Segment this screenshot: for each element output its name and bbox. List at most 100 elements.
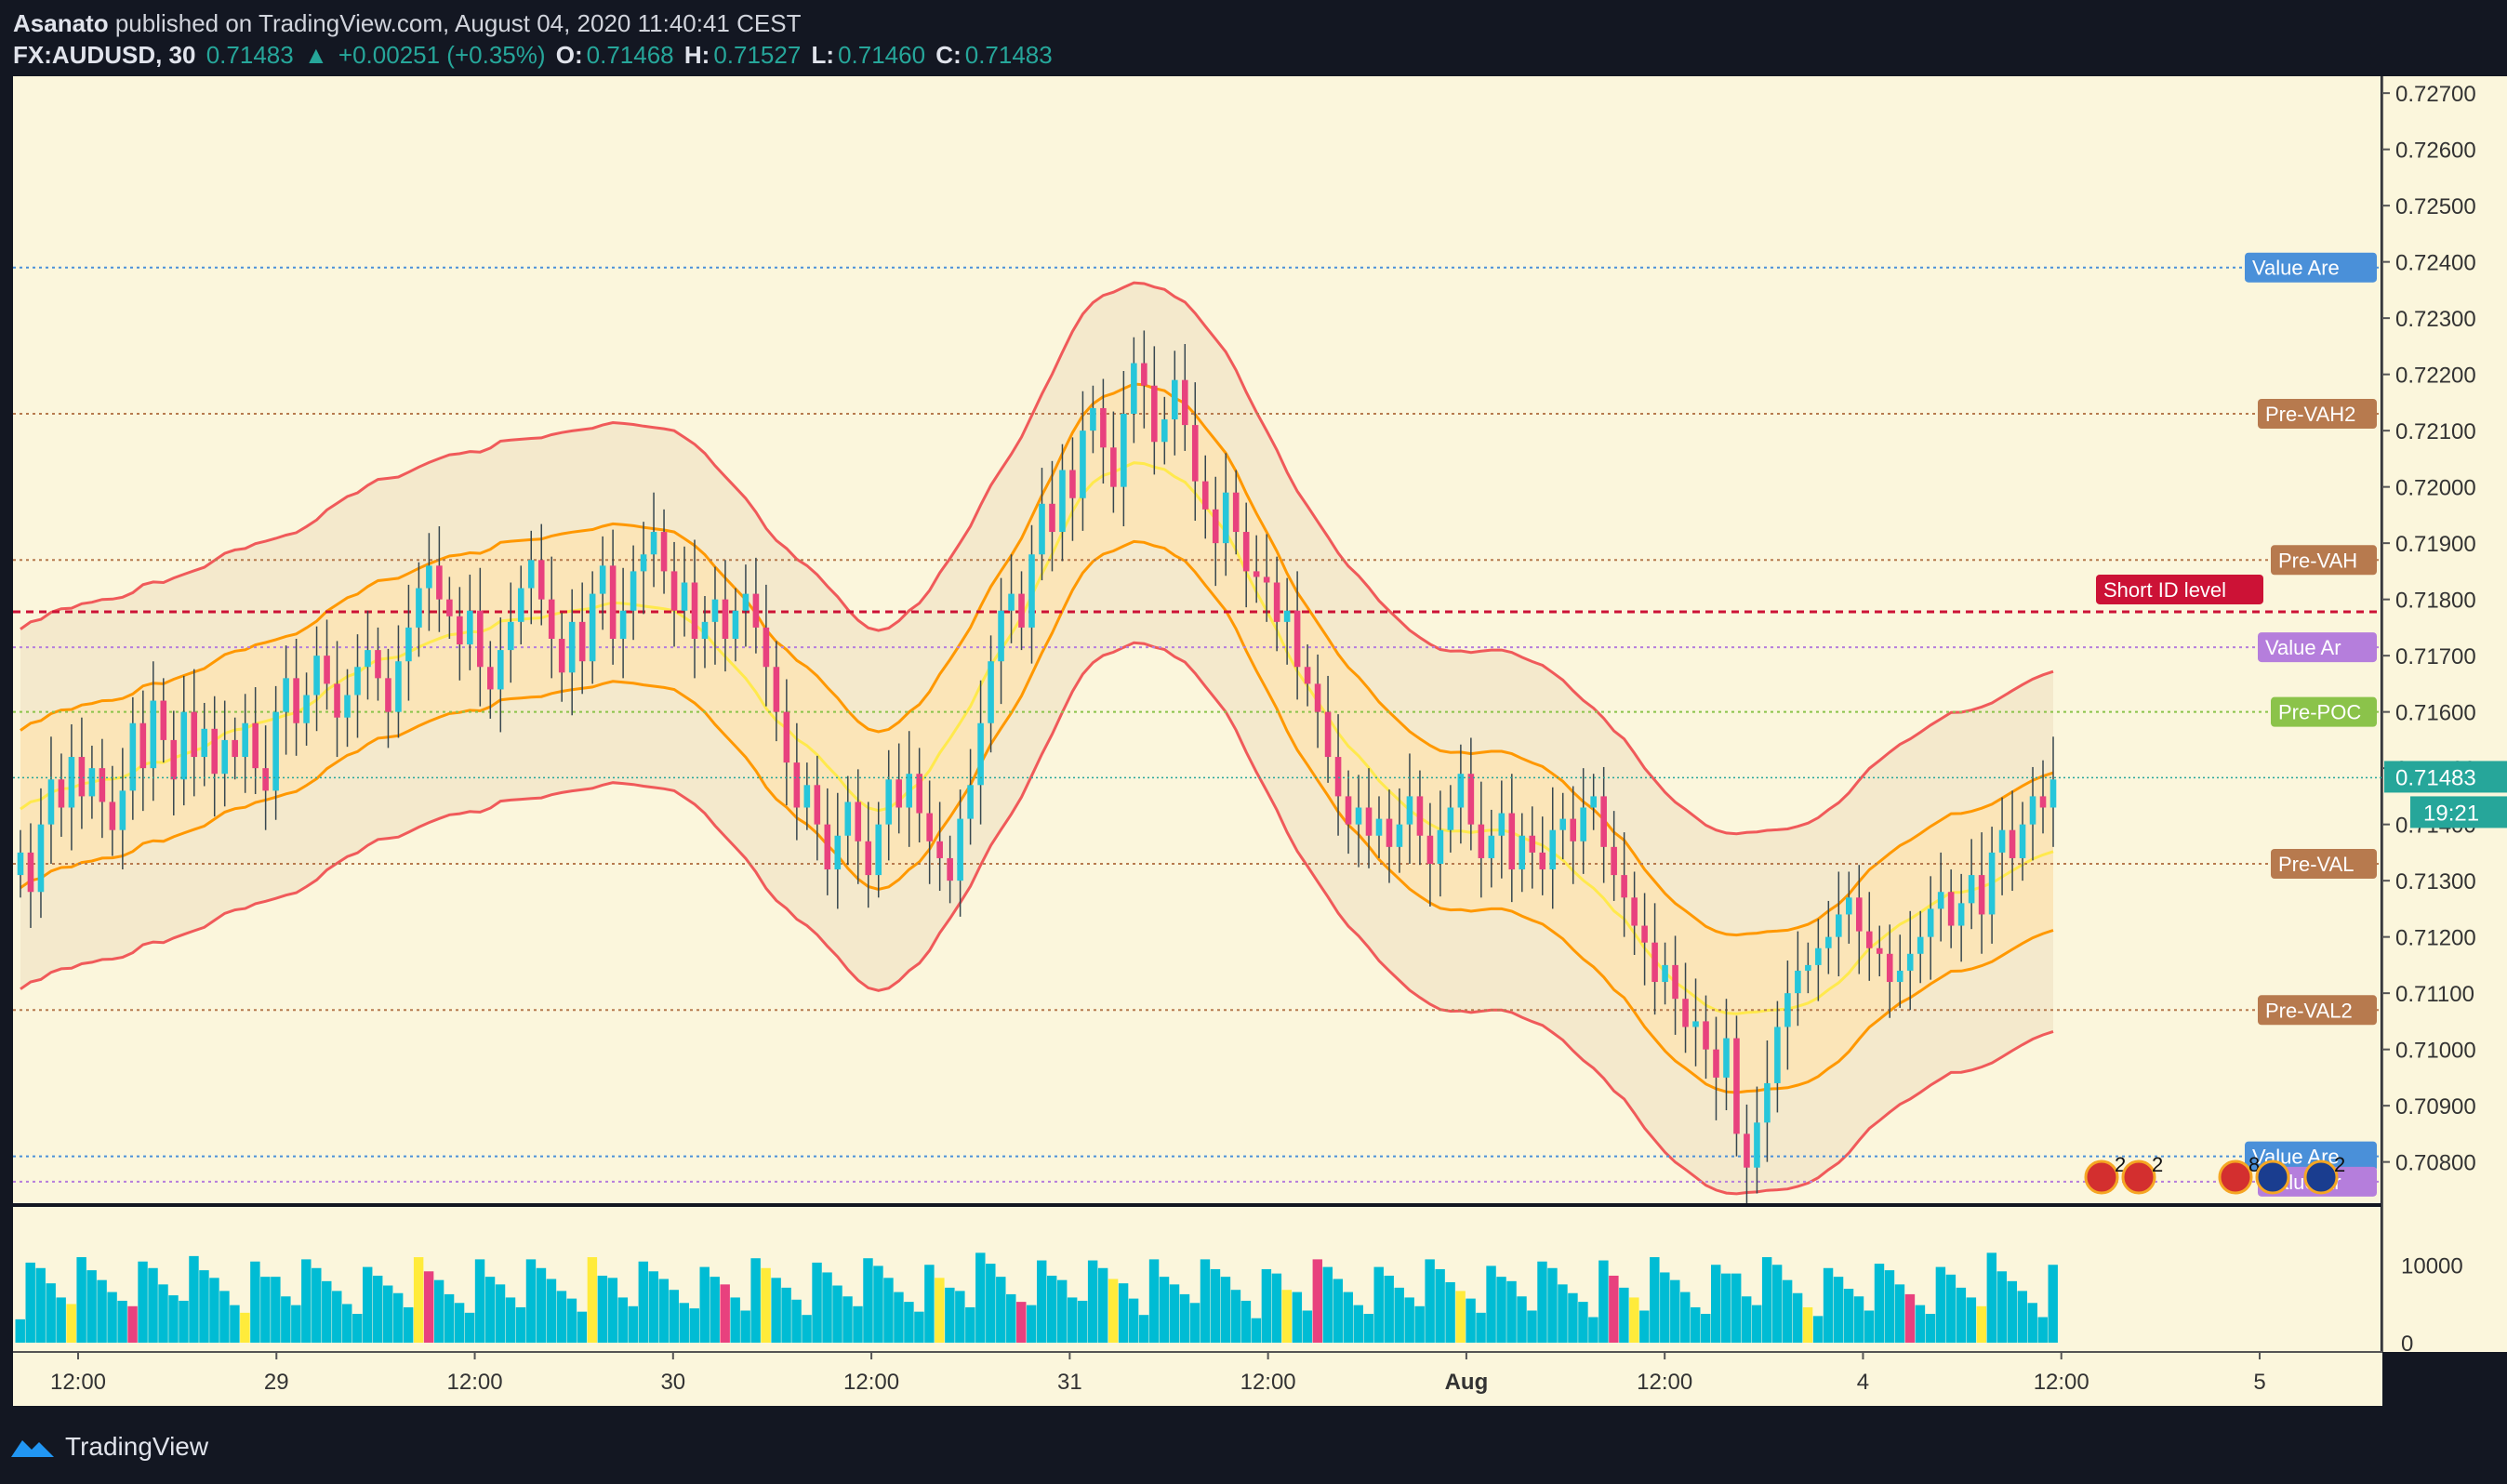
volume-bar <box>536 1267 547 1343</box>
volume-series <box>13 1203 2381 1352</box>
au-flag-icon <box>2255 1159 2290 1195</box>
volume-bar <box>587 1257 598 1343</box>
candle-body <box>385 678 391 712</box>
candle-body <box>497 650 504 690</box>
x-tick-label: 12:00 <box>1240 1370 1296 1395</box>
volume-bar <box>413 1257 424 1343</box>
y-tick-label: 0.72700 <box>2395 82 2476 107</box>
x-tick-label: 12:00 <box>1637 1370 1692 1395</box>
volume-bar <box>1711 1265 1721 1343</box>
volume-bar <box>1812 1316 1824 1343</box>
volume-bar <box>392 1292 404 1343</box>
volume-bar <box>1598 1260 1609 1343</box>
volume-bar <box>863 1258 873 1343</box>
candle-body <box>1947 892 1955 926</box>
y-tick-label: 0.71600 <box>2395 701 2476 726</box>
candle-body <box>1733 1038 1740 1134</box>
y-tick-label: 0.72600 <box>2395 139 2476 164</box>
candle-body <box>1059 470 1066 533</box>
candle-body <box>252 722 259 769</box>
volume-bar <box>352 1314 363 1343</box>
volume-bar <box>945 1287 955 1343</box>
level-lines <box>13 266 2381 1183</box>
volume-bar <box>1486 1265 1496 1343</box>
candle-body <box>1334 757 1342 797</box>
volume-bar <box>648 1271 659 1343</box>
level-tag <box>2271 545 2377 576</box>
candle-body <box>1263 576 1270 583</box>
volume-bar <box>1823 1267 1834 1343</box>
volume-bar <box>168 1295 179 1343</box>
volume-bar <box>894 1292 904 1343</box>
x-tick-label: 12:00 <box>447 1370 503 1395</box>
volume-bar <box>382 1285 393 1343</box>
volume-bar <box>1996 1271 2008 1343</box>
volume-bar <box>1251 1318 1262 1343</box>
volume-bar <box>812 1262 822 1343</box>
candle-body <box>875 824 882 876</box>
volume-bar <box>25 1262 35 1343</box>
volume-bar <box>271 1277 281 1343</box>
candle-body <box>1437 829 1444 864</box>
tradingview-footer[interactable]: TradingView <box>7 1432 208 1462</box>
candle-body <box>395 661 402 712</box>
volume-bar <box>986 1264 996 1343</box>
volume-bar <box>1006 1293 1016 1343</box>
candle-body <box>47 779 55 825</box>
volume-bar <box>1751 1305 1762 1343</box>
candle-body <box>1805 964 1811 971</box>
volume-bar <box>1240 1300 1252 1343</box>
volume-bar <box>1496 1277 1506 1343</box>
volume-bar <box>444 1293 455 1343</box>
symbol-label[interactable]: FX:AUDUSD, 30 <box>13 41 196 69</box>
candle-body <box>1406 796 1413 825</box>
candle-body <box>783 711 790 763</box>
high-label: H: <box>683 41 710 69</box>
candle-body <box>211 728 219 775</box>
candle-body <box>660 532 668 572</box>
y-tick-label: 0.70900 <box>2395 1094 2476 1120</box>
candle-body <box>1222 492 1229 544</box>
candle-body <box>1784 993 1791 1027</box>
candle-body <box>1232 492 1240 533</box>
candle-body <box>1754 1122 1760 1168</box>
candle-body <box>1764 1082 1771 1123</box>
volume-bar <box>107 1292 117 1343</box>
volume-bar <box>1558 1284 1568 1343</box>
candle-body <box>1386 818 1393 847</box>
low-label: L: <box>811 41 835 69</box>
candle-body <box>457 616 463 645</box>
volume-tick-label: 0 <box>2401 1332 2413 1357</box>
up-arrow-icon: ▲ <box>303 41 328 69</box>
candle-body <box>1896 970 1903 983</box>
volume-bar <box>658 1279 669 1343</box>
volume-bar <box>240 1312 250 1343</box>
volume-bar <box>1312 1259 1323 1343</box>
volume-bar <box>720 1284 730 1343</box>
volume-bar <box>822 1272 832 1343</box>
y-tick-label: 0.71800 <box>2395 589 2476 614</box>
volume-bar <box>515 1306 526 1343</box>
author-name[interactable]: Asanato <box>13 9 109 37</box>
volume-bar <box>291 1305 301 1343</box>
candle-body <box>773 667 780 712</box>
volume-bar <box>1077 1300 1088 1343</box>
volume-bar <box>628 1305 639 1343</box>
candle-body <box>99 768 106 802</box>
level-tag <box>2245 252 2377 283</box>
volume-bar <box>1720 1273 1731 1343</box>
volume-bar <box>1792 1292 1803 1343</box>
volume-bar <box>689 1308 699 1343</box>
upper-red-band <box>20 281 2054 836</box>
volume-bar <box>761 1267 771 1343</box>
volume-bar <box>802 1315 812 1343</box>
volume-bar <box>781 1287 791 1343</box>
level-tag-text: Short ID level <box>2103 578 2226 602</box>
candle-body <box>906 774 912 808</box>
open-label: O: <box>555 41 583 69</box>
au-flag-icon <box>2303 1159 2339 1195</box>
volume-bar <box>148 1267 158 1343</box>
volume-tick-label: 10000 <box>2401 1253 2463 1279</box>
candle-body <box>365 650 371 668</box>
